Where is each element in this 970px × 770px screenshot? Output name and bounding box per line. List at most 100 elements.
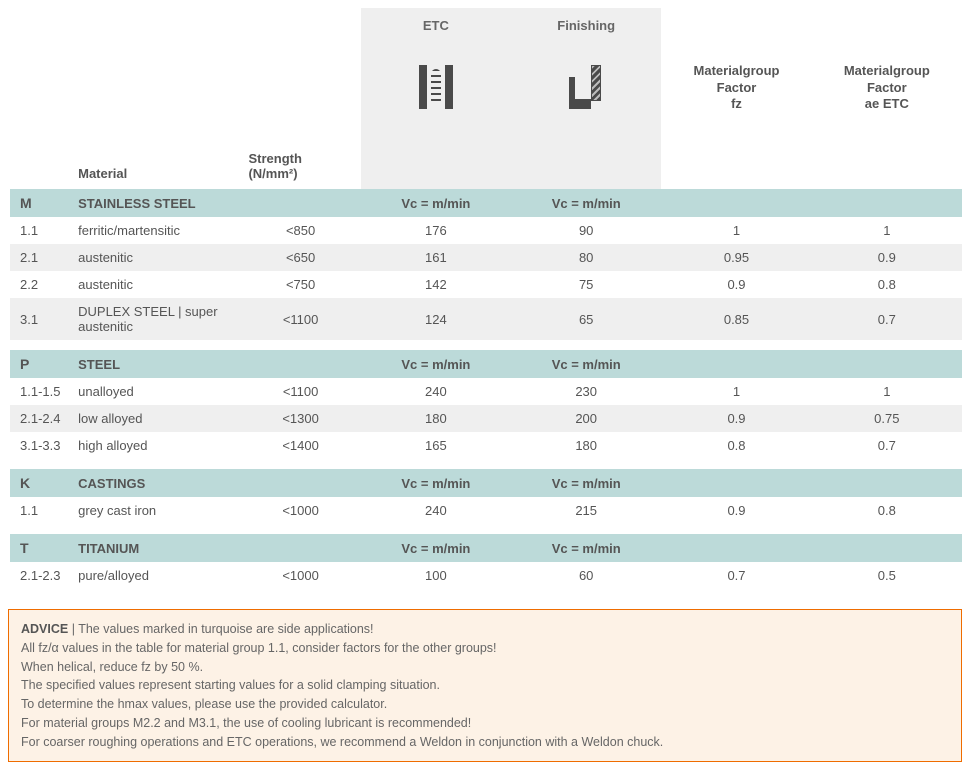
- row-strength: <850: [240, 217, 360, 244]
- row-material: high alloyed: [70, 432, 240, 459]
- row-material: ferritic/martensitic: [70, 217, 240, 244]
- section-code: T: [10, 534, 70, 562]
- table-row: 1.1grey cast iron<10002402150.90.8: [10, 497, 962, 524]
- row-factor-fz: 1: [661, 217, 811, 244]
- row-factor-fz: 0.9: [661, 497, 811, 524]
- row-etc: 180: [361, 405, 511, 432]
- header-factor-ae: MaterialgroupFactorae ETC: [812, 43, 962, 133]
- row-code: 3.1-3.3: [10, 432, 70, 459]
- row-etc: 124: [361, 298, 511, 340]
- table-row: 2.1austenitic<650161800.950.9: [10, 244, 962, 271]
- section-title: CASTINGS: [70, 469, 240, 497]
- row-strength: <1400: [240, 432, 360, 459]
- row-finishing: 215: [511, 497, 661, 524]
- vc-label: Vc = m/min: [361, 469, 511, 497]
- advice-line: All fz/α values in the table for materia…: [21, 641, 497, 655]
- vc-label: Vc = m/min: [361, 350, 511, 378]
- section-title: STAINLESS STEEL: [70, 189, 240, 217]
- row-etc: 240: [361, 378, 511, 405]
- row-etc: 165: [361, 432, 511, 459]
- row-strength: <1000: [240, 497, 360, 524]
- header-strength: Strength(N/mm²): [240, 133, 360, 189]
- row-code: 1.1-1.5: [10, 378, 70, 405]
- section-header: MSTAINLESS STEEL Vc = m/minVc = m/min: [10, 189, 962, 217]
- etc-icon-cell: [361, 43, 511, 133]
- cutting-data-table: ETC Finishing MaterialgroupFactorfz: [8, 8, 962, 599]
- vc-label: Vc = m/min: [361, 534, 511, 562]
- row-material: austenitic: [70, 271, 240, 298]
- row-factor-ae: 1: [812, 378, 962, 405]
- row-factor-fz: 0.95: [661, 244, 811, 271]
- row-material: low alloyed: [70, 405, 240, 432]
- header-etc: ETC: [361, 8, 511, 43]
- advice-line: The values marked in turquoise are side …: [78, 622, 373, 636]
- section-code: M: [10, 189, 70, 217]
- section-code: K: [10, 469, 70, 497]
- row-factor-ae: 0.5: [812, 562, 962, 589]
- vc-label: Vc = m/min: [511, 350, 661, 378]
- section-code: P: [10, 350, 70, 378]
- row-finishing: 60: [511, 562, 661, 589]
- row-etc: 100: [361, 562, 511, 589]
- row-factor-ae: 0.75: [812, 405, 962, 432]
- row-code: 2.1-2.4: [10, 405, 70, 432]
- row-factor-ae: 0.8: [812, 271, 962, 298]
- row-strength: <1000: [240, 562, 360, 589]
- vc-label: Vc = m/min: [511, 534, 661, 562]
- row-material: austenitic: [70, 244, 240, 271]
- row-factor-fz: 0.9: [661, 405, 811, 432]
- row-factor-ae: 0.7: [812, 298, 962, 340]
- row-code: 1.1: [10, 217, 70, 244]
- vc-label: Vc = m/min: [511, 189, 661, 217]
- table-row: 1.1-1.5unalloyed<110024023011: [10, 378, 962, 405]
- row-etc: 240: [361, 497, 511, 524]
- advice-title: ADVICE: [21, 622, 68, 636]
- advice-line: To determine the hmax values, please use…: [21, 697, 387, 711]
- row-factor-ae: 1: [812, 217, 962, 244]
- row-code: 2.1-2.3: [10, 562, 70, 589]
- row-etc: 176: [361, 217, 511, 244]
- row-factor-ae: 0.7: [812, 432, 962, 459]
- row-factor-fz: 0.9: [661, 271, 811, 298]
- section-title: TITANIUM: [70, 534, 240, 562]
- row-finishing: 180: [511, 432, 661, 459]
- row-finishing: 230: [511, 378, 661, 405]
- row-factor-ae: 0.9: [812, 244, 962, 271]
- advice-line: For coarser roughing operations and ETC …: [21, 735, 663, 749]
- row-factor-fz: 0.7: [661, 562, 811, 589]
- row-factor-fz: 0.8: [661, 432, 811, 459]
- table-row: 3.1-3.3high alloyed<14001651800.80.7: [10, 432, 962, 459]
- section-title: STEEL: [70, 350, 240, 378]
- row-finishing: 200: [511, 405, 661, 432]
- advice-line: When helical, reduce fz by 50 %.: [21, 660, 203, 674]
- advice-box: ADVICE | The values marked in turquoise …: [8, 609, 962, 762]
- header-finishing: Finishing: [511, 8, 661, 43]
- row-code: 2.1: [10, 244, 70, 271]
- advice-line: The specified values represent starting …: [21, 678, 440, 692]
- row-finishing: 75: [511, 271, 661, 298]
- row-factor-fz: 0.85: [661, 298, 811, 340]
- header-material: Material: [70, 133, 240, 189]
- row-material: pure/alloyed: [70, 562, 240, 589]
- row-strength: <650: [240, 244, 360, 271]
- row-etc: 161: [361, 244, 511, 271]
- table-row: 3.1DUPLEX STEEL | super austenitic<11001…: [10, 298, 962, 340]
- row-etc: 142: [361, 271, 511, 298]
- etc-icon: [417, 65, 455, 109]
- row-finishing: 80: [511, 244, 661, 271]
- finishing-icon: [569, 65, 603, 109]
- table-row: 2.1-2.4low alloyed<13001802000.90.75: [10, 405, 962, 432]
- table-row: 1.1ferritic/martensitic<8501769011: [10, 217, 962, 244]
- row-code: 1.1: [10, 497, 70, 524]
- row-factor-fz: 1: [661, 378, 811, 405]
- row-finishing: 65: [511, 298, 661, 340]
- row-material: DUPLEX STEEL | super austenitic: [70, 298, 240, 340]
- table-row: 2.2austenitic<750142750.90.8: [10, 271, 962, 298]
- row-material: grey cast iron: [70, 497, 240, 524]
- row-strength: <1300: [240, 405, 360, 432]
- row-material: unalloyed: [70, 378, 240, 405]
- vc-label: Vc = m/min: [511, 469, 661, 497]
- row-factor-ae: 0.8: [812, 497, 962, 524]
- row-strength: <750: [240, 271, 360, 298]
- vc-label: Vc = m/min: [361, 189, 511, 217]
